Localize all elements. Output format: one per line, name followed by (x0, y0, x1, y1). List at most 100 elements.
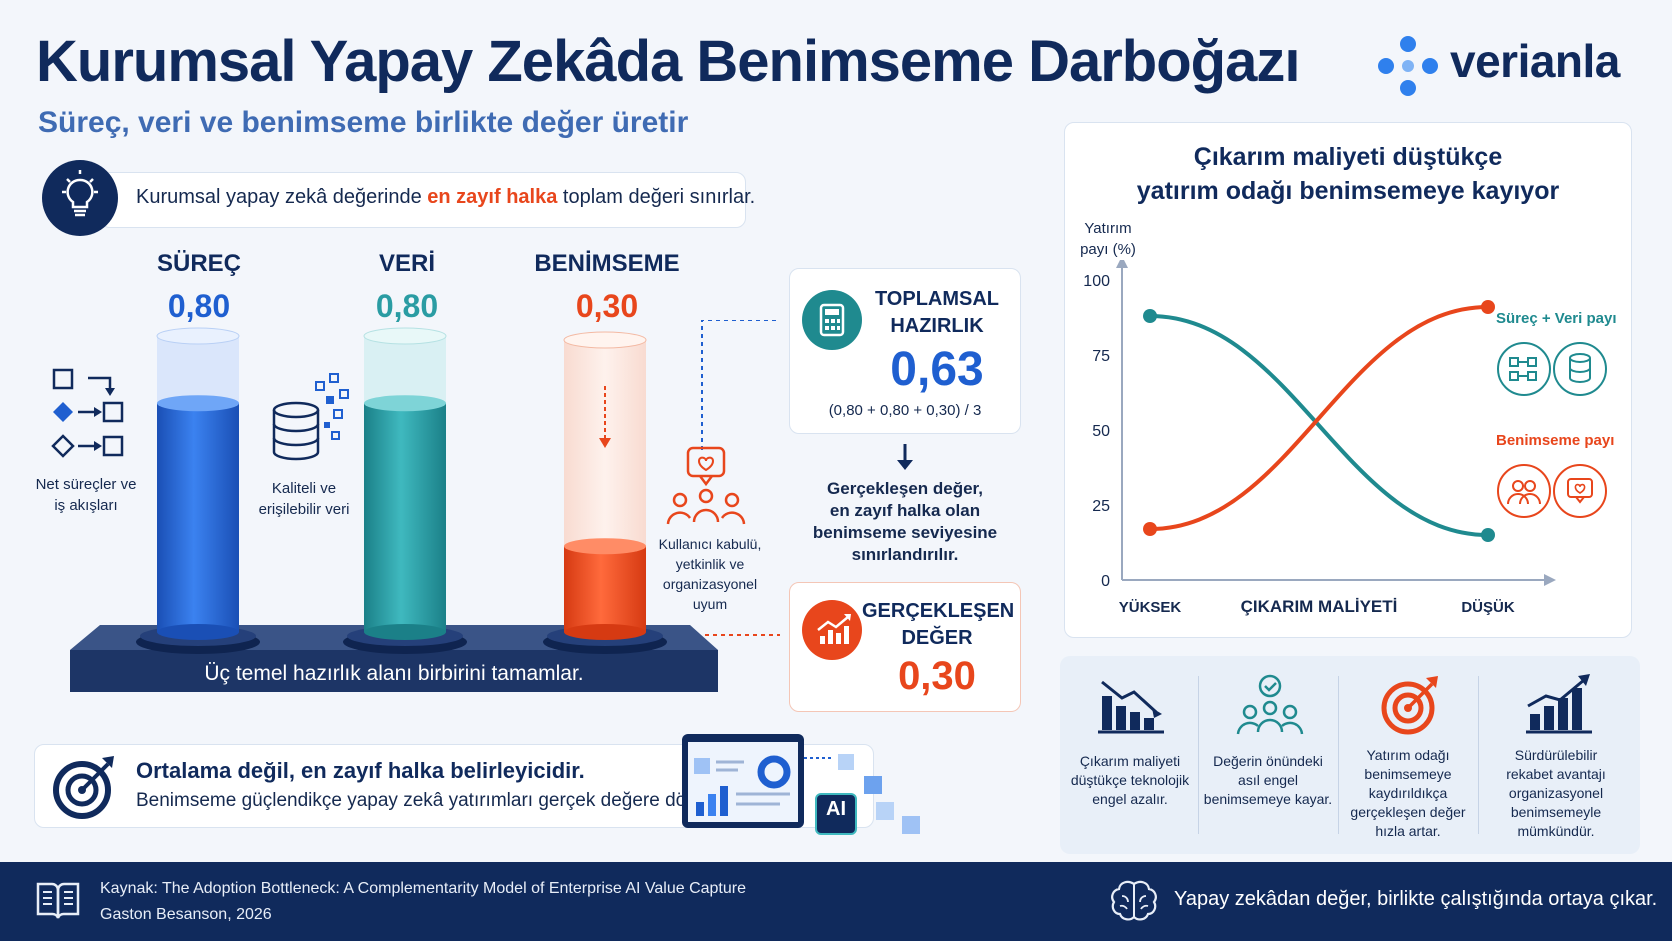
calculator-icon (819, 303, 845, 337)
target-icon (53, 756, 114, 819)
note-line: Gerçekleşen değer, (827, 479, 983, 498)
y-tick-label: 50 (1092, 423, 1110, 440)
x-axis-arrow (1544, 574, 1556, 586)
caption-line: uyum (692, 596, 728, 612)
y-axis-arrow (1116, 260, 1128, 268)
pillar-cylinder-adoption (563, 331, 647, 640)
brand-dots-icon (1378, 36, 1438, 96)
note-line: benimseme seviyesine (812, 523, 998, 542)
caption-line: Kaliteli ve (271, 480, 337, 497)
pillar-title-process: SÜREÇ (156, 250, 241, 277)
ylabel-line: Yatırım (1084, 220, 1132, 237)
fact-line: Yatırım odağı (1366, 747, 1450, 763)
fact-line: Çıkarım maliyeti (1079, 753, 1181, 769)
book-icon (36, 882, 80, 919)
y-tick-label: 0 (1101, 573, 1110, 590)
brand-logo: verianla (1376, 32, 1646, 96)
fact-line: benimsemeyle (1510, 804, 1602, 820)
lightbulb-badge (42, 160, 118, 236)
caption-line: Kullanıcı kabulü, (658, 536, 762, 552)
growth-chart-icon (817, 614, 851, 644)
platform-front (70, 650, 718, 692)
ylabel-line: payı (%) (1080, 241, 1136, 258)
pillar-caption-process: Net süreçler ve iş akışları (26, 474, 146, 516)
y-tick-label: 25 (1092, 498, 1110, 515)
fact-line: benimsemeye kayar. (1203, 791, 1333, 807)
pillar-value-adoption: 0,30 (575, 288, 639, 324)
readiness-title-line: HAZIRLIK (890, 315, 984, 337)
series-line-1 (1148, 314, 1490, 537)
growth-chart-icon (1526, 674, 1592, 734)
page-subtitle: Süreç, veri ve benimseme birlikte değer … (38, 106, 689, 139)
chart-title: Çıkarım maliyeti düştükçe yatırım odağı … (1064, 140, 1632, 208)
series-line-2 (1148, 305, 1490, 531)
pillar-cylinder-data (363, 327, 447, 640)
pillar-caption-adoption: Kullanıcı kabulü, yetkinlik ve organizas… (650, 534, 770, 614)
adoption-people-icon (666, 446, 746, 525)
pillar-cylinder-process (156, 327, 240, 640)
realized-title-line: GERÇEKLEŞEN (862, 600, 1015, 622)
fact-caption: Çıkarım maliyeti düştükçe teknolojik eng… (1062, 752, 1198, 809)
x-tick-label: DÜŞÜK (1461, 599, 1515, 616)
chart-title-line: yatırım odağı benimsemeye kayıyor (1136, 177, 1560, 205)
legend-process-data-icons (1497, 342, 1607, 396)
fact-line: gerçekleşen değer (1350, 804, 1466, 820)
insight-highlight: en zayıf halka (427, 186, 558, 208)
database-icon (272, 373, 349, 461)
realized-note: Gerçekleşen değer, en zayıf halka olan b… (780, 478, 1030, 566)
source-author: Gaston Besanson, 2026 (100, 906, 272, 923)
pillars-illustration (70, 320, 780, 692)
facts-panel (1060, 656, 1640, 854)
pillar-value-data: 0,80 (375, 288, 439, 324)
brand-name: verianla (1450, 35, 1620, 87)
caption-line: yetkinlik ve (675, 556, 745, 572)
fact-line: hızla artar. (1375, 823, 1441, 839)
y-tick-label: 100 (1083, 273, 1110, 290)
chart-title-line: Çıkarım maliyeti düştükçe (1193, 143, 1503, 171)
legend-process-data: Süreç + Veri payı (1496, 310, 1617, 327)
conclusion-text: Benimseme güçlendikçe yapay zekâ yatırım… (136, 790, 738, 811)
x-tick-label: YÜKSEK (1119, 599, 1182, 616)
fact-line: rekabet avantajı (1506, 766, 1606, 782)
divider (1198, 676, 1199, 834)
pillar-title-adoption: BENİMSEME (534, 250, 680, 277)
readiness-value: 0,63 (890, 343, 984, 396)
readiness-formula: (0,80 + 0,80 + 0,30) / 3 (828, 402, 982, 419)
fact-line: düştükçe teknolojik (1070, 772, 1190, 788)
target-icon (1381, 676, 1438, 735)
x-axis-label: ÇIKARIM MALİYETİ (1241, 597, 1398, 616)
declining-chart-icon (1098, 680, 1164, 734)
caption-line: iş akışları (54, 497, 118, 514)
divider (1338, 676, 1339, 834)
series-point-2 (1481, 300, 1495, 314)
pillar-title-data: VERİ (378, 250, 435, 277)
page-title: Kurumsal Yapay Zekâda Benimseme Darboğaz… (36, 29, 1300, 94)
divider (1478, 676, 1479, 834)
caption-line: Net süreçler ve (35, 476, 137, 493)
ai-badge: AI (826, 798, 846, 820)
realized-title: GERÇEKLEŞEN DEĞER (862, 598, 1015, 652)
footer-source: Kaynak: The Adoption Bottleneck: A Compl… (100, 876, 746, 928)
conclusion-title: Ortalama değil, en zayıf halka belirleyi… (136, 758, 585, 783)
fact-line: engel azalır. (1092, 791, 1168, 807)
fact-line: organizasyonel (1508, 785, 1604, 801)
insight-card (100, 172, 746, 228)
readiness-title: TOPLAMSAL HAZIRLIK (862, 286, 1012, 340)
insight-text: Kurumsal yapay zekâ değerinde en zayıf h… (136, 186, 755, 209)
caption-line: organizasyonel (662, 576, 758, 592)
pillar-caption-data: Kaliteli ve erişilebilir veri (244, 478, 364, 520)
fact-line: kaydırıldıkça (1368, 785, 1448, 801)
source-citation: Kaynak: The Adoption Bottleneck: A Compl… (100, 880, 746, 897)
fact-line: asıl engel (1238, 772, 1298, 788)
pillar-value-process: 0,80 (167, 288, 231, 324)
footer-tagline: Yapay zekâdan değer, birlikte çalıştığın… (1174, 888, 1658, 910)
people-check-icon (1236, 674, 1304, 735)
fact-caption: Sürdürülebilir rekabet avantajı organiza… (1488, 746, 1624, 841)
dashboard-illustration (682, 734, 920, 835)
brain-icon (1111, 880, 1157, 921)
calculator-badge (802, 290, 862, 350)
series-point-2 (1143, 522, 1157, 536)
readiness-title-line: TOPLAMSAL (874, 288, 1000, 310)
legend-adoption-icons (1497, 464, 1607, 518)
caption-line: erişilebilir veri (258, 501, 350, 518)
